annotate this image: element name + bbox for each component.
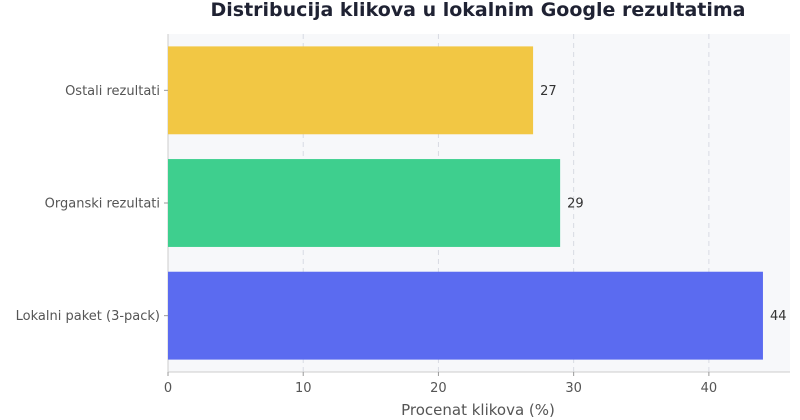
category-label: Organski rezultati (45, 197, 160, 212)
value-label: 29 (567, 197, 584, 212)
value-label: 44 (770, 309, 787, 324)
category-labels: Lokalni paket (3-pack) Organski rezultati… (16, 84, 168, 324)
chart-title: Distribucija klikova u lokalnim Google r… (211, 0, 746, 21)
x-tick-label: 30 (565, 381, 582, 396)
bar (168, 46, 534, 135)
x-tick-label: 10 (295, 381, 312, 396)
bar (168, 159, 561, 247)
x-tick-labels: 0 10 20 30 40 (164, 372, 717, 396)
value-label: 27 (540, 84, 557, 99)
x-tick-label: 20 (430, 381, 447, 396)
bar (168, 271, 763, 360)
category-label: Lokalni paket (3-pack) (16, 309, 160, 324)
category-label: Ostali rezultati (65, 84, 160, 99)
value-labels: 44 29 27 (540, 84, 786, 324)
x-tick-label: 40 (701, 381, 718, 396)
bars-group (168, 46, 763, 360)
x-axis-label: Procenat klikova (%) (401, 401, 555, 419)
x-tick-label: 0 (164, 381, 172, 396)
